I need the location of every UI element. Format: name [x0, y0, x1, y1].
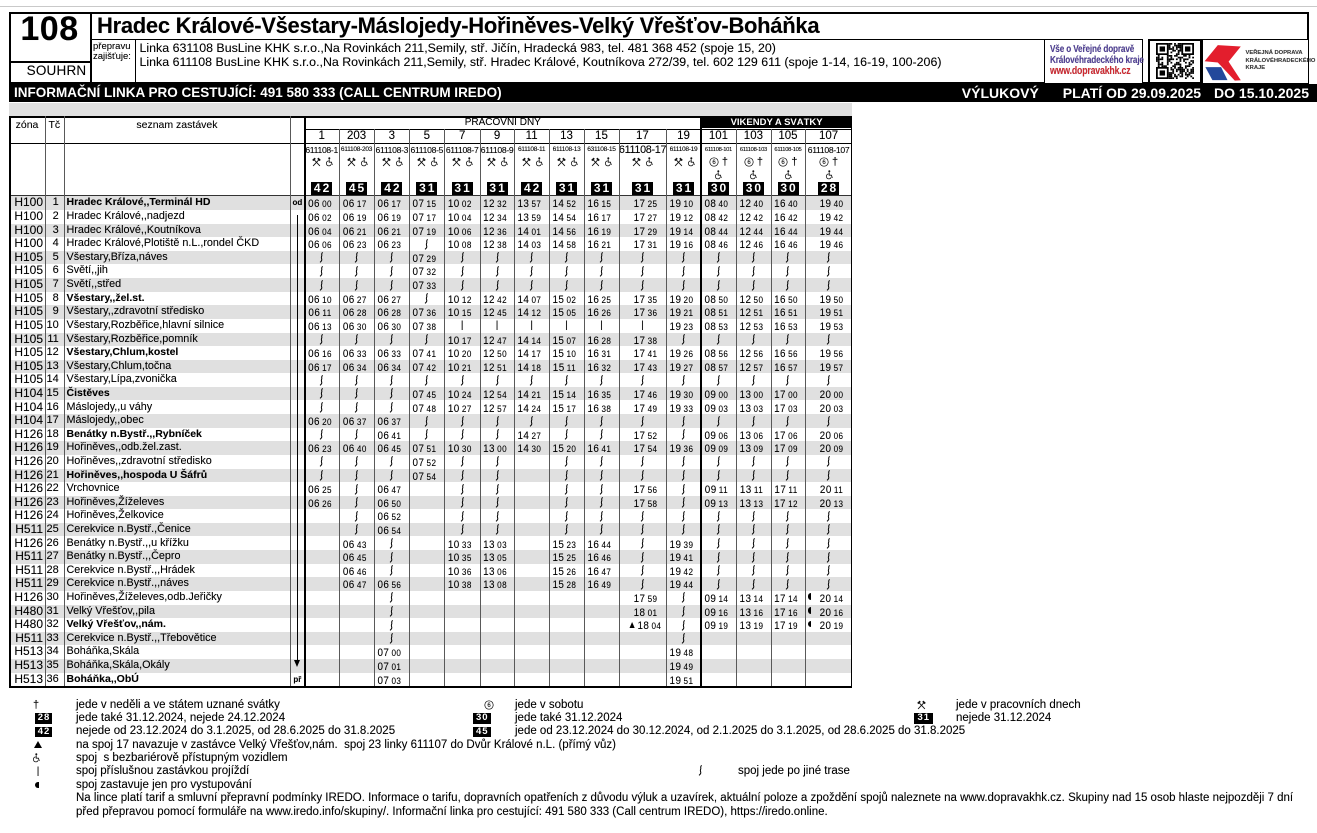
svg-text:6: 6 [487, 703, 491, 709]
svg-text:6: 6 [712, 160, 716, 166]
svg-text:6: 6 [822, 160, 826, 166]
svg-text:6: 6 [782, 160, 786, 166]
svg-text:6: 6 [747, 160, 751, 166]
